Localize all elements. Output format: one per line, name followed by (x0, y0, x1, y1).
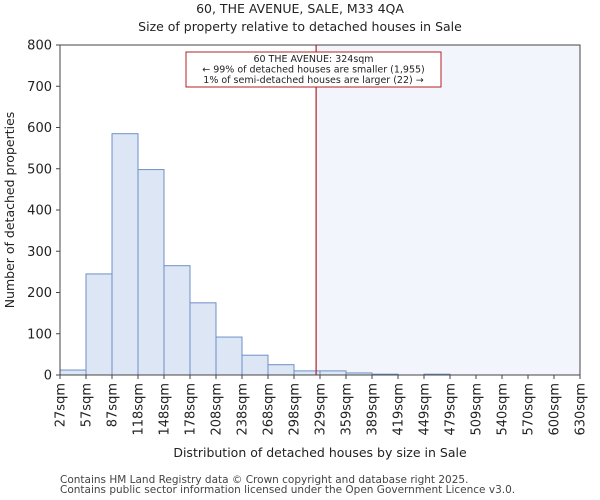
x-tick-label: 238sqm (236, 383, 251, 436)
x-tick-label: 87sqm (106, 383, 121, 427)
x-tick-label: 208sqm (210, 383, 225, 436)
histogram-bar (85, 273, 113, 376)
y-tick-label: 600 (27, 121, 52, 136)
x-axis-label: Distribution of detached houses by size … (173, 445, 467, 460)
annotation-larger: 1% of semi-detached houses are larger (2… (203, 75, 423, 86)
y-tick-label: 700 (27, 80, 52, 95)
y-tick-label: 200 (27, 286, 52, 301)
y-tick-label: 400 (27, 204, 52, 219)
y-tick-label: 100 (27, 327, 52, 342)
x-tick-label: 148sqm (158, 383, 173, 436)
y-tick-label: 300 (27, 245, 52, 260)
histogram-bar (189, 302, 217, 376)
footer-copyright: Contains HM Land Registry data © Crown c… (60, 474, 469, 486)
histogram-bar (241, 354, 269, 376)
y-tick-label: 0 (44, 369, 52, 384)
footer-licence: Contains public sector information licen… (60, 484, 516, 496)
x-tick-label: 359sqm (340, 383, 355, 436)
chart-subtitle: Size of property relative to detached ho… (138, 19, 462, 34)
y-tick-label: 500 (27, 162, 52, 177)
x-tick-label: 419sqm (392, 383, 407, 436)
x-tick-label: 389sqm (366, 383, 381, 436)
histogram-bar (111, 133, 139, 376)
y-axis-label: Number of detached properties (2, 112, 17, 309)
histogram-bar (319, 370, 347, 376)
x-tick-label: 27sqm (54, 383, 69, 427)
x-tick-label: 118sqm (132, 383, 147, 436)
x-tick-label: 570sqm (522, 383, 537, 436)
histogram-bar (267, 364, 295, 376)
x-tick-label: 178sqm (184, 383, 199, 436)
x-tick-label: 600sqm (548, 383, 563, 436)
x-tick-label: 540sqm (496, 383, 511, 436)
x-tick-label: 329sqm (314, 383, 329, 436)
x-tick-label: 298sqm (288, 383, 303, 436)
x-tick-label: 479sqm (444, 383, 459, 436)
chart-title: 60, THE AVENUE, SALE, M33 4QA (196, 1, 404, 16)
x-tick-label: 449sqm (418, 383, 433, 436)
annotation-box (185, 51, 442, 88)
histogram-bar (163, 265, 191, 376)
larger-region (316, 45, 580, 375)
y-tick-label: 800 (27, 39, 52, 54)
histogram-bar (215, 336, 243, 376)
x-tick-label: 268sqm (262, 383, 277, 436)
histogram-chart: 0 100 200 300 400 500 600 700 800 27sqm 57sqm 87sqm… (2, 39, 589, 461)
annotation-smaller: ← 99% of detached houses are smaller (1,… (202, 65, 425, 76)
histogram-bar (137, 169, 165, 376)
x-tick-label: 57sqm (80, 383, 95, 427)
x-tick-label: 630sqm (574, 383, 589, 436)
annotation-title: 60 THE AVENUE: 324sqm (253, 54, 373, 65)
histogram-bar (59, 369, 87, 376)
x-tick-label: 509sqm (470, 383, 485, 436)
